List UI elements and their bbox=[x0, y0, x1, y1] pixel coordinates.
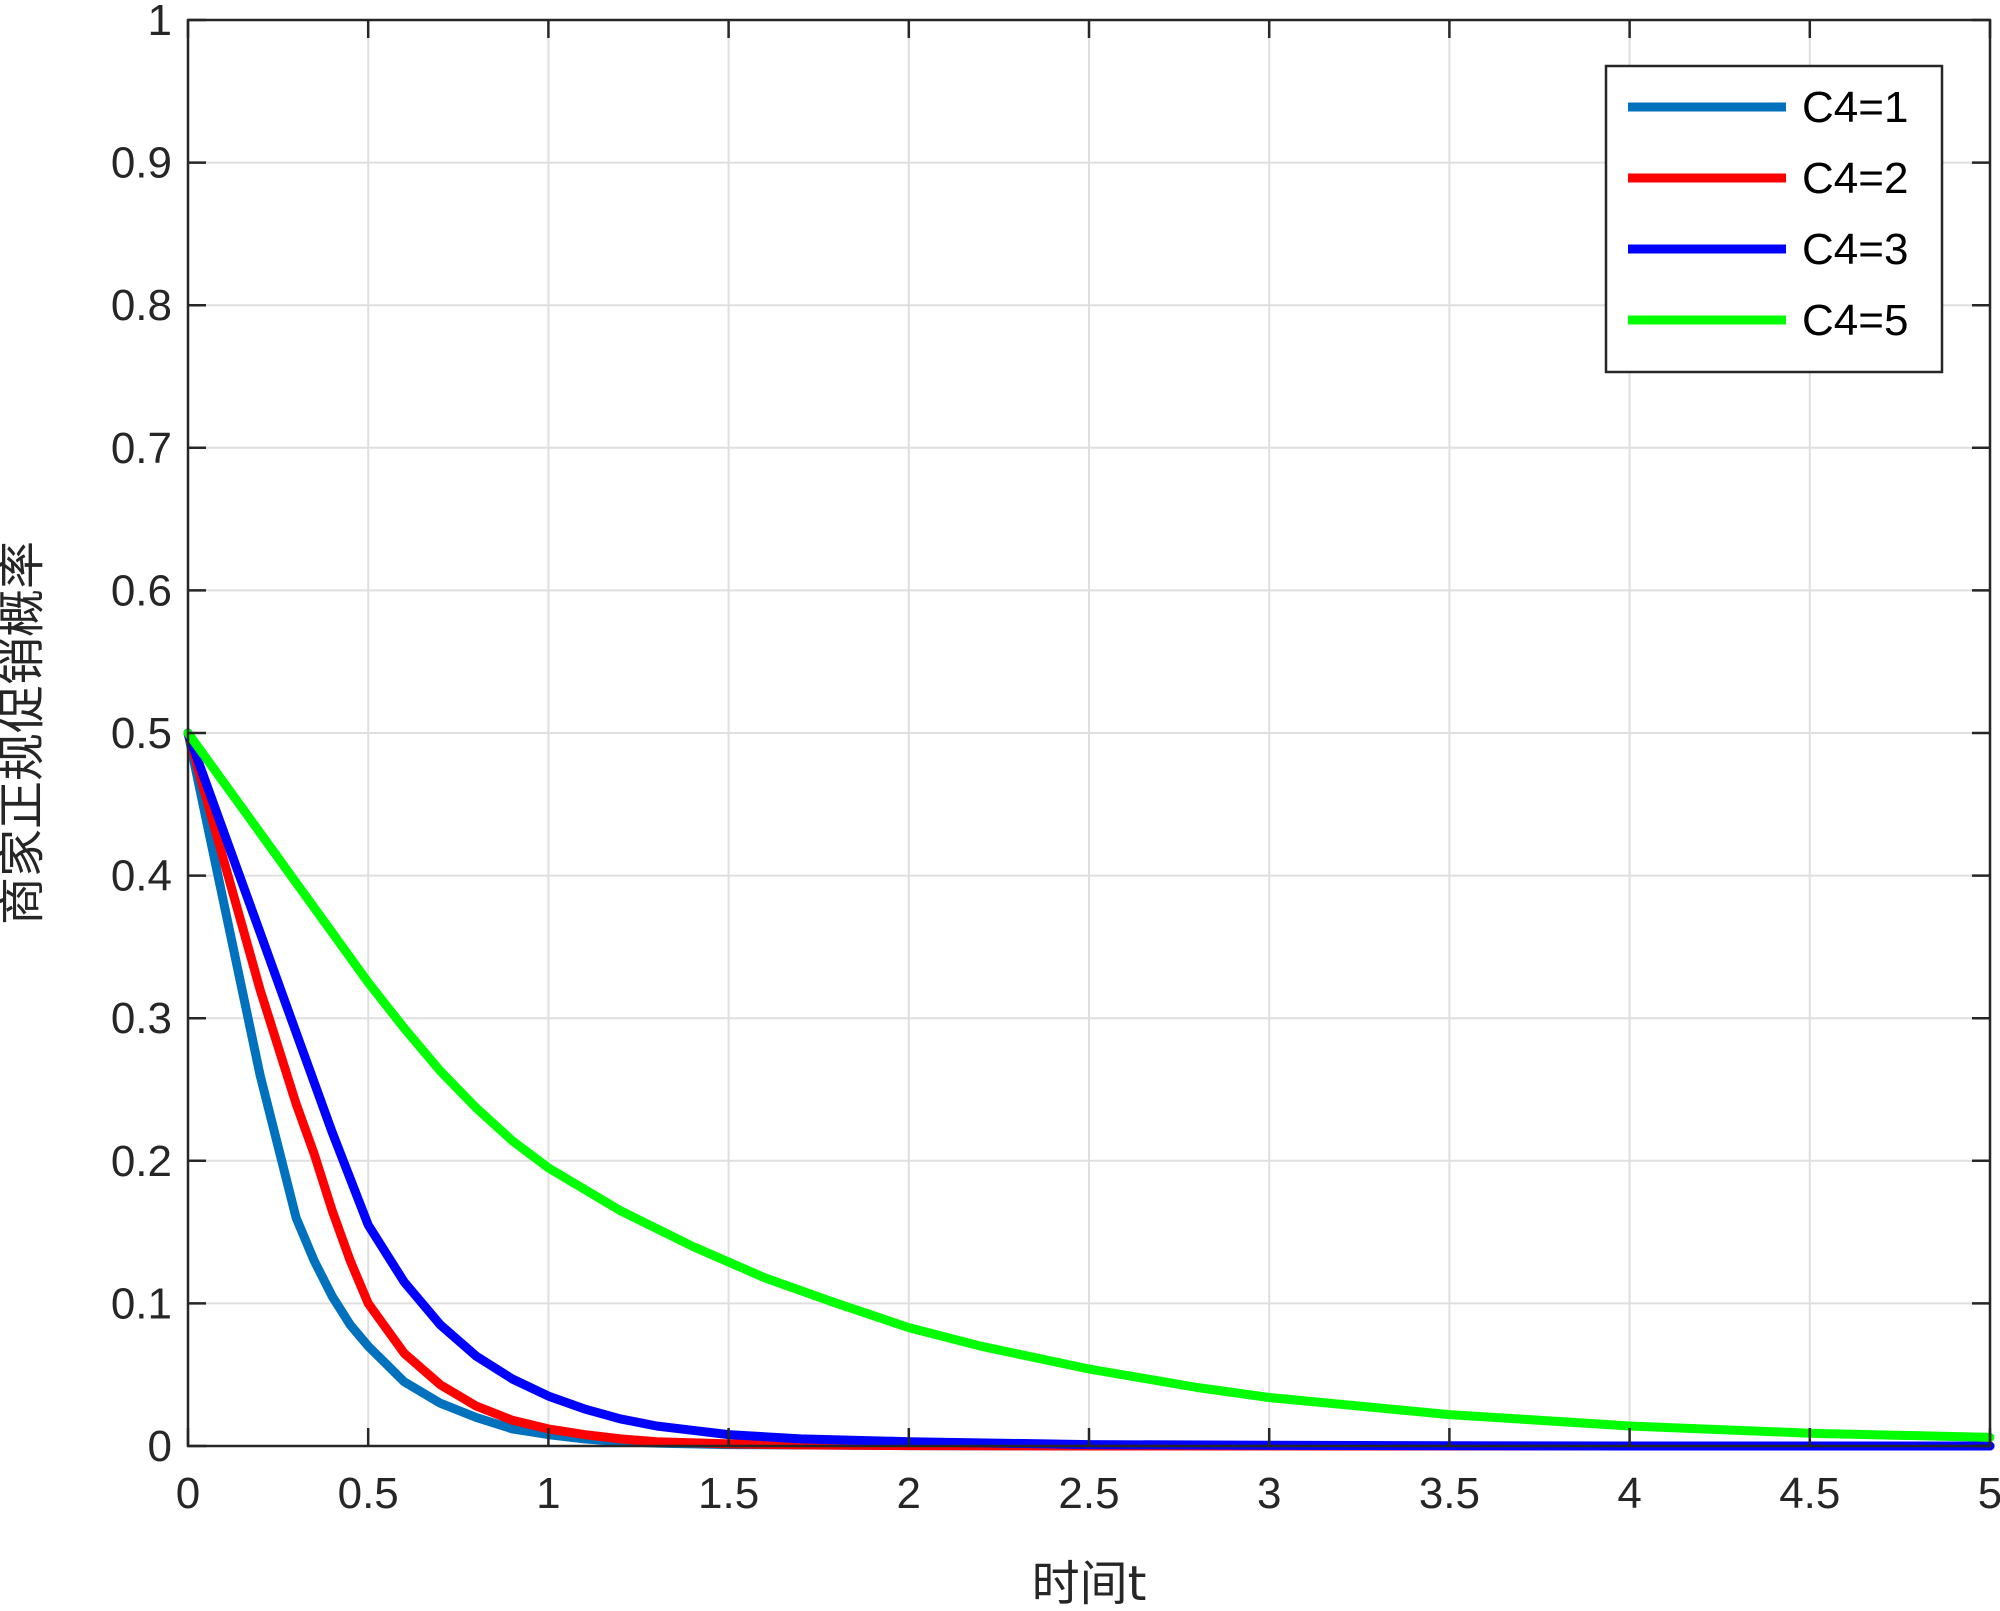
y-tick-label: 0.1 bbox=[111, 1279, 172, 1328]
x-tick-label: 4 bbox=[1617, 1469, 1641, 1518]
x-tick-label: 1.5 bbox=[698, 1469, 759, 1518]
x-tick-label: 0.5 bbox=[338, 1469, 399, 1518]
y-tick-label: 0 bbox=[148, 1422, 172, 1471]
legend: C4=1 C4=2 C4=3 C4=5 bbox=[1604, 64, 1944, 374]
y-tick-label: 0.3 bbox=[111, 994, 172, 1043]
y-tick-label: 0.7 bbox=[111, 424, 172, 473]
y-axis-label: 商家正规促销概率 bbox=[0, 541, 50, 925]
x-tick-label: 3 bbox=[1257, 1469, 1281, 1518]
x-tick-label: 5 bbox=[1978, 1469, 2000, 1518]
y-tick-label: 0.5 bbox=[111, 709, 172, 758]
y-tick-label: 0.9 bbox=[111, 139, 172, 188]
x-tick-label: 0 bbox=[176, 1469, 200, 1518]
x-tick-label: 2 bbox=[897, 1469, 921, 1518]
legend-label: C4=1 bbox=[1802, 83, 1908, 132]
x-tick-label: 2.5 bbox=[1058, 1469, 1119, 1518]
x-tick-label: 1 bbox=[536, 1469, 560, 1518]
y-tick-label: 0.2 bbox=[111, 1137, 172, 1186]
x-axis-label: 时间t bbox=[1032, 1556, 1147, 1611]
y-tick-label: 1 bbox=[148, 0, 172, 45]
y-tick-label: 0.8 bbox=[111, 281, 172, 330]
x-tick-label: 4.5 bbox=[1779, 1469, 1840, 1518]
legend-label: C4=3 bbox=[1802, 225, 1908, 274]
legend-label: C4=2 bbox=[1802, 154, 1908, 203]
series-line-4 bbox=[183, 728, 1995, 1442]
x-tick-label: 3.5 bbox=[1419, 1469, 1480, 1518]
y-tick-label: 0.6 bbox=[111, 566, 172, 615]
tick-labels: 0 0.5 1 1.5 2 2.5 3 3.5 4 4.5 5 0 0.1 0.2 0.3 0.4 0.5 0.6… bbox=[111, 0, 2000, 1518]
legend-label: C4=5 bbox=[1802, 296, 1908, 345]
y-tick-label: 0.4 bbox=[111, 852, 172, 901]
tick-marks bbox=[186, 18, 1992, 1448]
